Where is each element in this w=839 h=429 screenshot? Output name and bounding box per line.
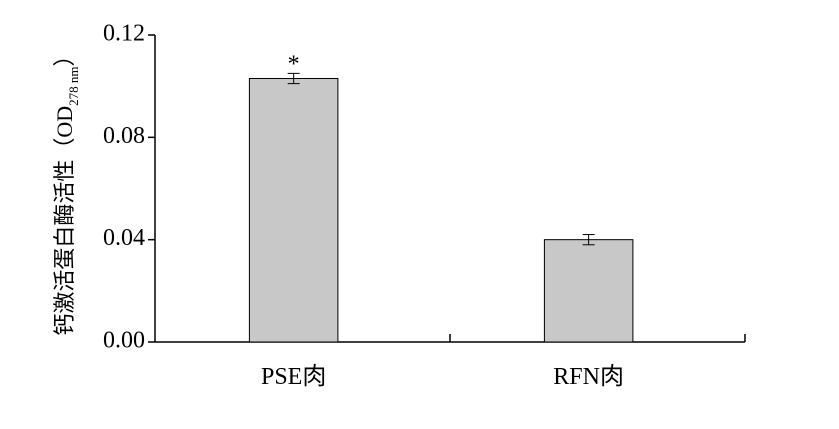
- y-label-subscript: 278 nm: [66, 66, 81, 105]
- y-label-text: 钙激活蛋白酶活性（OD: [52, 106, 77, 336]
- y-tick-label: 0.00: [103, 328, 145, 354]
- y-label-closing: ）: [52, 44, 77, 66]
- bar: [248, 77, 339, 343]
- y-axis-label: 钙激活蛋白酶活性（OD278 nm）: [52, 44, 81, 335]
- bar: [543, 239, 634, 343]
- y-tick-label: 0.04: [103, 225, 145, 251]
- x-tick-label: RFN肉: [553, 363, 624, 390]
- y-tick-label: 0.12: [103, 21, 145, 47]
- y-tick-label: 0.08: [103, 123, 145, 149]
- significance-mark: *: [288, 51, 300, 77]
- x-tick-label: PSE肉: [261, 363, 326, 390]
